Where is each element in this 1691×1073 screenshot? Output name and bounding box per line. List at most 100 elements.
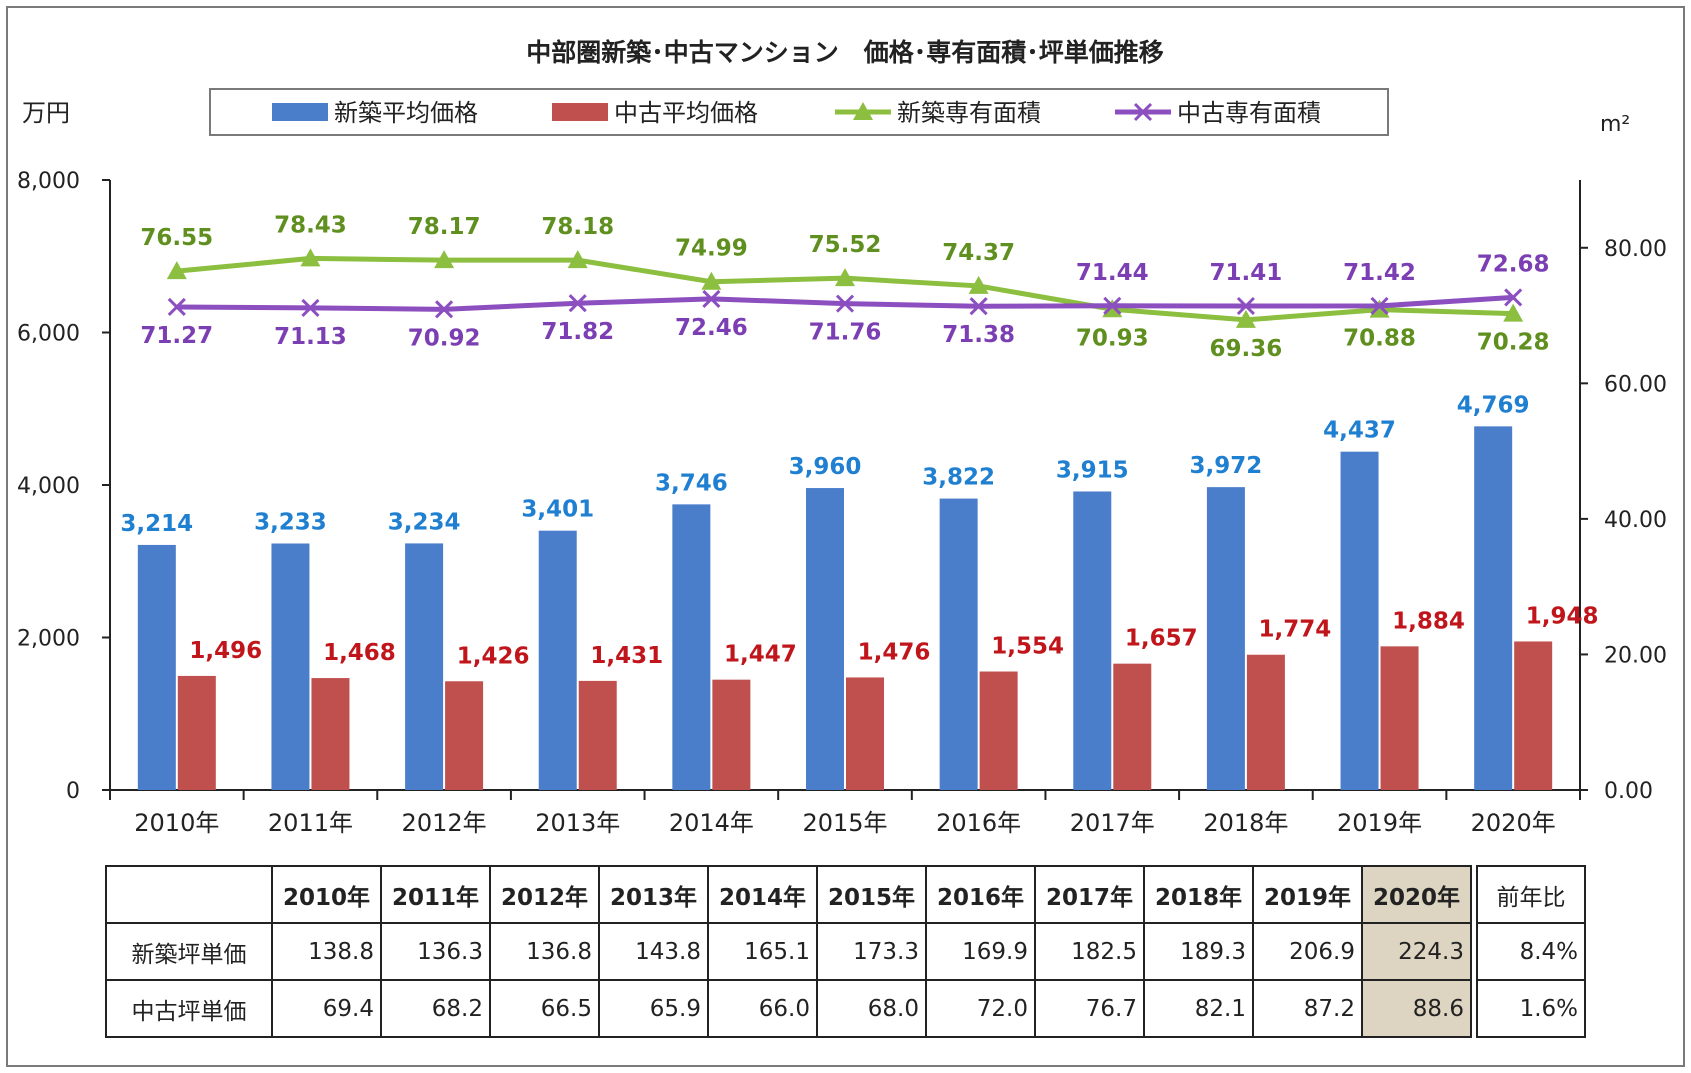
line-label-1-5: 71.76: [809, 320, 882, 346]
bar-label-0-4: 3,746: [655, 470, 728, 496]
bar-1-9: [1380, 646, 1419, 790]
x-tick-label: 2014年: [669, 809, 754, 837]
line-label-1-7: 71.44: [1076, 260, 1149, 286]
bar-label-0-0: 3,214: [120, 511, 193, 537]
bar-0-8: [1206, 487, 1245, 790]
point-1-5: [835, 294, 855, 313]
bar-0-1: [271, 543, 310, 790]
legend-label-3: 中古専有面積: [1177, 99, 1321, 127]
table-cell: 189.3: [1143, 922, 1254, 981]
left-tick-label: 4,000: [17, 474, 80, 499]
bar-label-1-5: 1,476: [858, 639, 931, 665]
line-label-0-6: 74.37: [942, 240, 1015, 266]
table-cell-yoy: 8.4%: [1476, 922, 1586, 981]
line-label-1-10: 72.68: [1477, 251, 1550, 277]
table-cell: 169.9: [925, 922, 1036, 981]
point-0-9: [1369, 299, 1390, 318]
x-tick-label: 2018年: [1203, 809, 1288, 837]
point-1-1: [301, 298, 320, 317]
bar-label-0-5: 3,960: [789, 454, 862, 480]
table-row-label: 新築坪単価: [105, 922, 273, 981]
table-cell: 165.1: [707, 922, 818, 981]
table-cell: 224.3: [1361, 922, 1472, 981]
bar-1-4: [712, 679, 751, 790]
right-tick-label: 60.00: [1604, 372, 1667, 397]
x-tick-label: 2011年: [268, 809, 353, 837]
bar-label-1-2: 1,426: [457, 643, 530, 669]
table-header-year: 2011年: [380, 865, 491, 924]
line-label-0-10: 70.28: [1477, 330, 1550, 356]
legend-marker-3: [1133, 102, 1153, 122]
left-tick-label: 8,000: [17, 169, 80, 194]
table-corner: [105, 865, 273, 924]
legend-swatch-1: [552, 103, 608, 121]
table-cell: 138.8: [271, 922, 382, 981]
point-0-1: [300, 248, 321, 267]
legend: 新築平均価格 中古平均価格 新築専有面積 中古専有面積: [272, 99, 1321, 127]
bar-0-4: [672, 504, 711, 790]
bar-1-8: [1246, 654, 1285, 790]
bar-1-0: [177, 675, 216, 790]
axes: 0 2,000 4,000 6,000 8,000 0.00 20.00 40.00 60.00…: [17, 169, 1667, 837]
left-axis-unit: 万円: [22, 99, 70, 127]
table-cell: 68.2: [380, 979, 491, 1038]
right-tick-label: 80.00: [1604, 237, 1667, 262]
table-row: 新築坪単価 138.8 136.3 136.8 143.8 165.1 173.3 169.9…: [105, 922, 1586, 981]
x-tick-label: 2020年: [1471, 809, 1556, 837]
point-0-6: [968, 275, 989, 294]
bar-0-9: [1340, 451, 1379, 790]
bar-0-5: [806, 488, 844, 790]
bar-1-10: [1514, 641, 1553, 790]
table-header-year: 2017年: [1034, 865, 1145, 924]
point-1-6: [969, 297, 988, 316]
bar-0-7: [1073, 491, 1112, 790]
legend-marker-2: [853, 102, 873, 120]
table-cell: 143.8: [598, 922, 709, 981]
bar-label-0-8: 3,972: [1190, 453, 1263, 479]
table-header-year: 2018年: [1143, 865, 1254, 924]
line-label-0-4: 74.99: [675, 236, 748, 262]
point-0-3: [567, 250, 588, 269]
x-tick-label: 2012年: [402, 809, 487, 837]
x-tick-label: 2015年: [802, 809, 887, 837]
table-header-year: 2010年: [271, 865, 382, 924]
bar-1-2: [445, 681, 484, 790]
line-label-0-2: 78.17: [408, 214, 481, 240]
bar-0-10: [1474, 426, 1513, 790]
table-cell: 65.9: [598, 979, 709, 1038]
bar-0-0: [137, 544, 176, 790]
table-header-yoy: 前年比: [1476, 865, 1586, 924]
bar-1-7: [1113, 663, 1152, 790]
legend-label-2: 新築専有面積: [897, 99, 1041, 127]
table-gap: [1471, 923, 1477, 980]
bar-label-1-1: 1,468: [323, 640, 396, 666]
line-label-1-8: 71.41: [1210, 260, 1283, 286]
table-cell: 68.0: [816, 979, 927, 1038]
point-0-10: [1503, 303, 1524, 322]
table-cell: 72.0: [925, 979, 1036, 1038]
data-labels: 3,214 3,233 3,234 3,401 3,746 3,960 3,822 3,915…: [120, 212, 1598, 669]
bar-label-1-4: 1,447: [724, 642, 797, 668]
table-cell: 66.0: [707, 979, 818, 1038]
legend-label-0: 新築平均価格: [334, 99, 478, 127]
bar-1-1: [311, 678, 350, 790]
table-header-year: 2015年: [816, 865, 927, 924]
line-label-1-3: 71.82: [541, 319, 614, 345]
bar-label-0-2: 3,234: [388, 509, 461, 535]
table-cell: 88.6: [1361, 979, 1472, 1038]
point-1-7: [1103, 296, 1122, 315]
x-tick-label: 2013年: [535, 809, 620, 837]
point-0-5: [835, 268, 855, 287]
line-label-0-3: 78.18: [541, 214, 614, 240]
table-cell: 182.5: [1034, 922, 1145, 981]
point-1-8: [1236, 296, 1255, 316]
table-cell-yoy: 1.6%: [1476, 979, 1586, 1038]
table-header-row: 2010年 2011年 2012年 2013年 2014年 2015年 2016年 2017年…: [105, 865, 1586, 924]
line-label-0-1: 78.43: [274, 212, 347, 238]
table-cell: 66.5: [489, 979, 600, 1038]
chart-title: 中部圏新築･中古マンション 価格･専有面積･坪単価推移: [526, 38, 1164, 67]
point-1-0: [167, 297, 186, 317]
point-1-2: [435, 300, 454, 319]
bar-0-3: [538, 530, 577, 790]
line-label-0-7: 70.93: [1076, 325, 1149, 351]
